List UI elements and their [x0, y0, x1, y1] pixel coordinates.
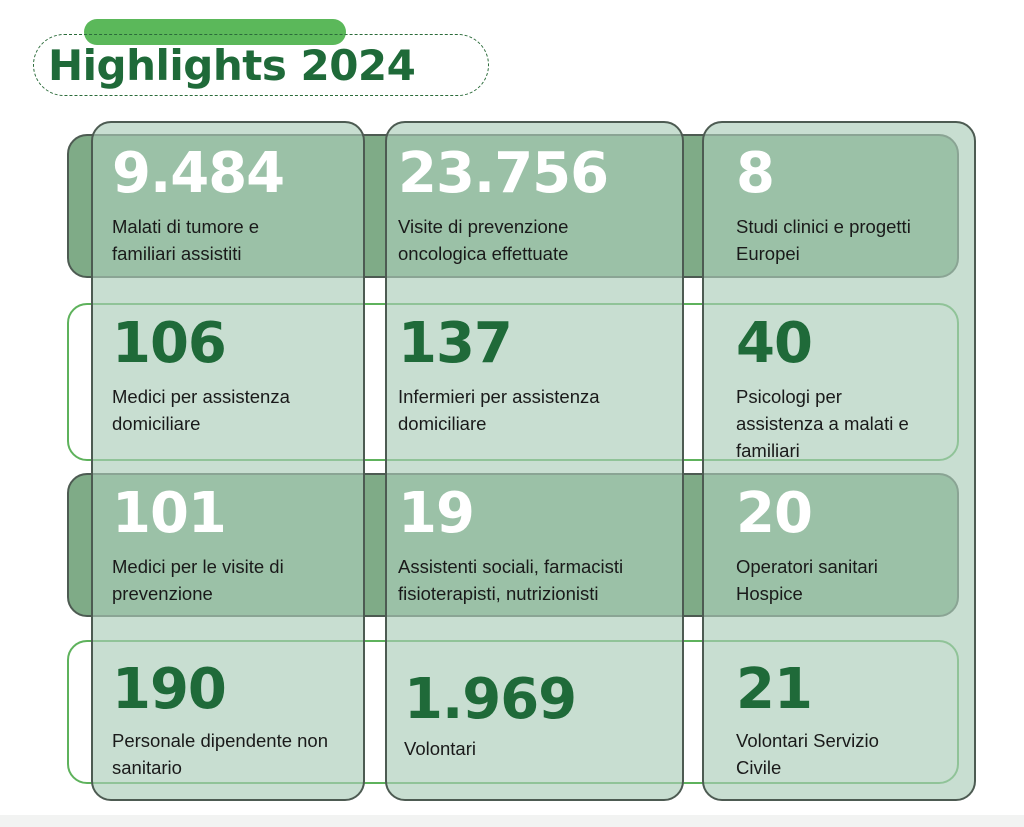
footer-strip	[0, 815, 1024, 827]
stat-card: 8 Studi clinici e progetti Europei	[736, 145, 1021, 267]
stat-label: Volontari Servizio Civile	[736, 730, 879, 778]
stat-value: 101	[112, 481, 227, 546]
stat-card: 40 Psicologi per assistenza a malati e f…	[736, 315, 1021, 464]
stat-value: 20	[736, 481, 813, 546]
stat-card: 9.484 Malati di tumore e familiari assis…	[112, 145, 397, 267]
stat-value: 21	[736, 657, 813, 722]
stat-label: Psicologi per assistenza a malati e fami…	[736, 386, 909, 461]
stat-value: 23.756	[398, 141, 609, 206]
title-pill-outline	[33, 34, 489, 96]
stat-label: Personale dipendente non sanitario	[112, 730, 329, 778]
stat-label: Infermieri per assistenza domiciliare	[398, 386, 600, 434]
stat-value: 9.484	[112, 141, 285, 206]
column-band-3	[702, 121, 976, 801]
stat-label: Operatori sanitari Hospice	[736, 556, 878, 604]
stat-label: Assistenti sociali, farmacisti fisiotera…	[398, 556, 624, 604]
column-band-2	[385, 121, 684, 801]
stat-card: 106 Medici per assistenza domiciliare	[112, 315, 397, 437]
stat-card: 1.969 Volontari	[404, 671, 689, 762]
stat-card: 20 Operatori sanitari Hospice	[736, 485, 1021, 607]
stat-value: 1.969	[404, 667, 577, 732]
stat-value: 137	[398, 311, 513, 376]
stat-card: 190 Personale dipendente non sanitario	[112, 661, 397, 781]
stat-card: 19 Assistenti sociali, farmacisti fisiot…	[398, 485, 683, 607]
stat-card: 137 Infermieri per assistenza domiciliar…	[398, 315, 683, 437]
stat-label: Visite di prevenzione oncologica effettu…	[398, 216, 569, 264]
stat-value: 8	[736, 141, 775, 206]
stat-label: Volontari	[404, 738, 476, 759]
stat-value: 190	[112, 657, 227, 722]
stat-card: 23.756 Visite di prevenzione oncologica …	[398, 145, 683, 267]
stat-value: 40	[736, 311, 813, 376]
stat-label: Studi clinici e progetti Europei	[736, 216, 911, 264]
column-band-1	[91, 121, 365, 801]
stat-label: Medici per assistenza domiciliare	[112, 386, 290, 434]
stat-label: Medici per le visite di prevenzione	[112, 556, 284, 604]
title-accent-bar	[84, 19, 346, 45]
stat-card: 101 Medici per le visite di prevenzione	[112, 485, 397, 607]
stat-card: 21 Volontari Servizio Civile	[736, 661, 1021, 781]
stat-value: 106	[112, 311, 227, 376]
stat-value: 19	[398, 481, 475, 546]
page-title: Highlights 2024	[48, 41, 416, 90]
stat-label: Malati di tumore e familiari assistiti	[112, 216, 260, 264]
